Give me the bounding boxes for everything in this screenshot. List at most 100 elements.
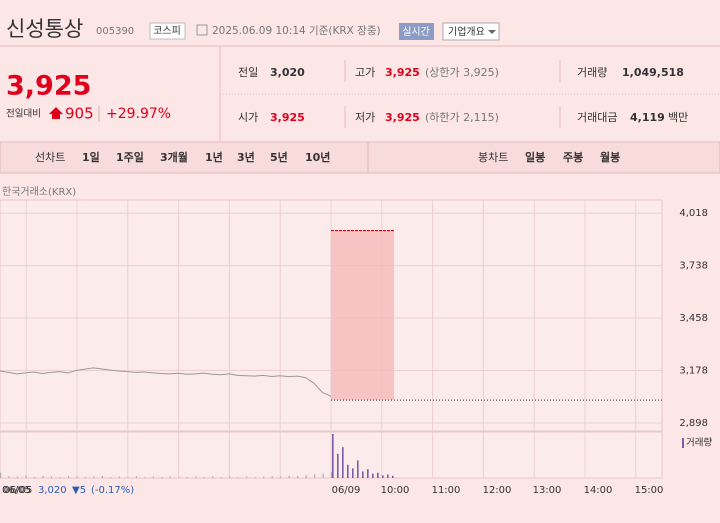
price: 3,925: [6, 71, 91, 102]
stat-note: (상한가 3,925): [425, 66, 499, 79]
y-tick-label: 2,898: [679, 418, 708, 429]
x-tick-label: 06/09: [332, 485, 361, 496]
volume-bar: [392, 475, 394, 478]
x-tick-label: 14:00: [584, 485, 613, 496]
volume-bar: [212, 476, 214, 478]
tab[interactable]: 3개월: [160, 150, 188, 164]
volume-bar: [8, 476, 10, 478]
volume-bar: [305, 475, 307, 478]
tab[interactable]: 5년: [270, 150, 288, 164]
change-label: 전일대비: [6, 109, 41, 120]
volume-bar: [387, 474, 389, 478]
hover-change: ▼5: [72, 485, 86, 496]
volume-bar: [357, 460, 359, 478]
calendar-icon: [196, 24, 208, 36]
volume-bar: [93, 476, 95, 478]
x-tick-label: 06/05: [4, 485, 33, 496]
stat-label: 고가: [355, 66, 375, 79]
tab[interactable]: 3년: [237, 150, 255, 164]
tab[interactable]: 일봉: [525, 150, 545, 164]
company-button[interactable]: [442, 22, 500, 41]
volume-bar: [59, 477, 61, 478]
volume-bar: [84, 477, 87, 478]
tab-bar: [0, 141, 720, 174]
volume-bar: [314, 474, 316, 478]
prev-day-line: [0, 367, 332, 397]
volume-bar: [297, 476, 299, 478]
y-tick-label: 3,458: [679, 313, 708, 324]
volume-bar: [25, 475, 27, 478]
volume-bar: [0, 472, 2, 478]
tab[interactable]: 1주일: [116, 150, 144, 164]
volume-bar: [101, 475, 104, 478]
volume-bar: [135, 476, 137, 478]
volume-bar: [246, 476, 248, 478]
volume-bar: [347, 464, 349, 478]
volume-bar: [271, 476, 273, 478]
volume-bar: [16, 476, 19, 478]
hover-pct: (-0.17%): [91, 485, 134, 496]
stock-code: 005390: [96, 26, 134, 37]
x-tick-label: 15:00: [635, 485, 664, 496]
dropdown-arrow: [488, 30, 496, 34]
stat-label: 시가: [238, 111, 258, 124]
volume-bar: [362, 471, 364, 478]
stat-label: 저가: [355, 111, 375, 124]
realtime[interactable]: 실시간: [402, 26, 430, 38]
volume-bar: [33, 477, 36, 478]
volume-bar: [237, 477, 239, 478]
realtime-button[interactable]: [399, 23, 434, 40]
tab[interactable]: 10년: [305, 150, 330, 164]
volume-bar: [280, 476, 282, 478]
timestamp: 2025.06.09 10:14 기준(KRX 장중): [212, 25, 381, 37]
volume-bar: [337, 453, 339, 478]
hover-price: 3,020: [38, 485, 67, 496]
stat-label: 전일: [238, 65, 258, 79]
volume-bar: [152, 476, 154, 478]
chart: 4,018 3,738 3,458 3,178 2,898 06/05 06/09 10:00…: [0, 200, 708, 496]
tab[interactable]: 주봉: [563, 151, 583, 164]
source: 한국거래소(KRX): [2, 186, 76, 198]
tab-group-label: 선차트: [35, 151, 65, 164]
volume-bar: [50, 476, 53, 478]
stat-label: 거래대금: [577, 111, 617, 124]
volume-bar: [178, 477, 180, 478]
y-tick-label: 3,738: [679, 261, 708, 272]
volume-bar: [377, 472, 379, 478]
volume-bar: [367, 469, 369, 478]
volume-bar: [229, 476, 231, 478]
tab[interactable]: 월봉: [600, 150, 620, 164]
volume-bar: [352, 468, 354, 478]
volume-bar: [254, 477, 256, 478]
change: 905: [65, 105, 94, 123]
market-badge: [149, 22, 186, 40]
up-icon: [49, 107, 63, 119]
volume-bar: [288, 475, 290, 478]
volume-bar: [332, 434, 334, 478]
tab[interactable]: 1년: [205, 150, 223, 164]
tab-group-label: 봉차트: [478, 151, 508, 164]
volume-bar: [110, 477, 112, 478]
tabs: 1일 1주일 3개월 1년 3년 5년 10년 일봉 주봉 월봉: [82, 150, 620, 164]
volume-bar: [322, 473, 324, 478]
volume-bar: [127, 477, 129, 478]
tab[interactable]: 1일: [82, 150, 100, 164]
x-tick-label: 10:00: [381, 485, 410, 496]
x-tick-label: 13:00: [533, 485, 562, 496]
company[interactable]: 기업개요: [448, 25, 485, 38]
stat-value: 3,925: [270, 111, 305, 124]
stat-note: (하한가 2,115): [425, 110, 499, 124]
x-tick-label: 11:00: [432, 485, 461, 496]
volume-bar: [195, 476, 197, 478]
volume-bar: [186, 477, 188, 478]
volume-label: 거래량: [686, 437, 712, 449]
stat-label: 거래량: [577, 66, 607, 79]
stat-value: 3,925: [385, 111, 420, 124]
volume-bar: [203, 477, 205, 478]
volume-bar: [76, 476, 78, 478]
volume-bar: [118, 476, 121, 478]
volume-bar: [331, 471, 333, 478]
volume-bar: [263, 476, 265, 478]
